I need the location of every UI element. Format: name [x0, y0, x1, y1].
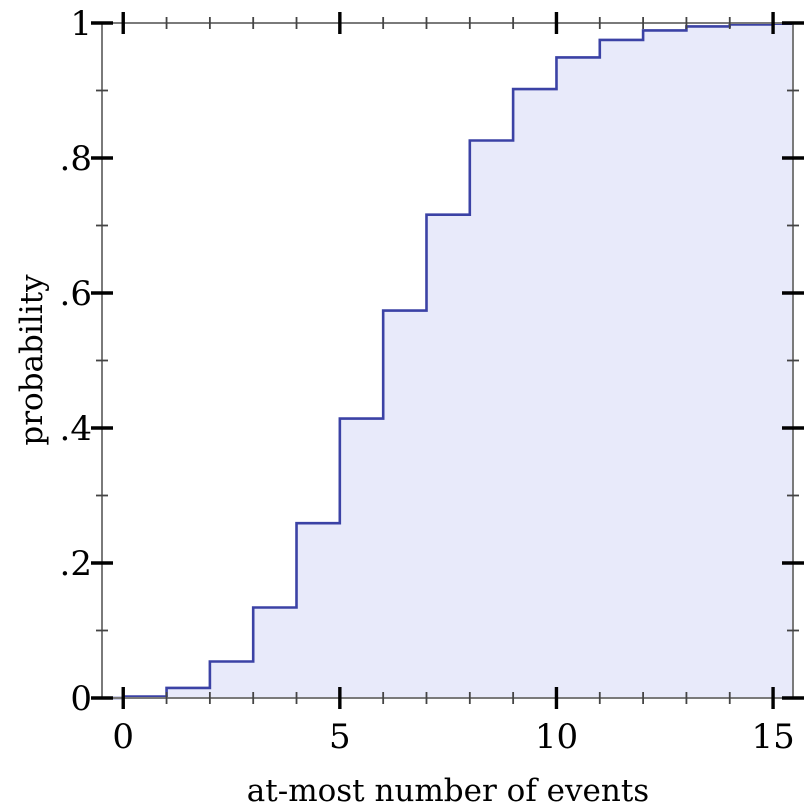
cdf-area-fill [102, 23, 793, 698]
y-tick-label: .4 [60, 409, 92, 449]
y-tick-label: 0 [70, 679, 92, 719]
y-tick-label: .8 [60, 139, 92, 179]
y-tick-label: 1 [70, 4, 92, 44]
x-tick-label: 5 [329, 717, 351, 757]
x-tick-label: 0 [112, 717, 134, 757]
y-tick-label: .2 [60, 544, 92, 584]
tick-labels: 0 5 10 15 0 .2 .4 .6 .8 1 [60, 4, 795, 757]
x-axis-title: at-most number of events [247, 773, 649, 809]
y-axis-title: probability [14, 274, 50, 446]
tick-marks [91, 12, 804, 709]
y-tick-label: .6 [60, 274, 92, 314]
x-tick-label: 15 [751, 717, 794, 757]
x-tick-label: 10 [535, 717, 578, 757]
